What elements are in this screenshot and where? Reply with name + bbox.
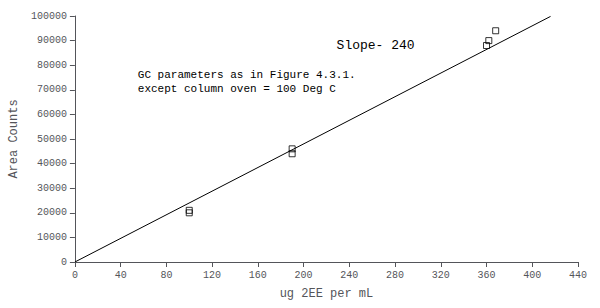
svg-text:0: 0 — [61, 257, 67, 268]
svg-text:40: 40 — [115, 270, 127, 281]
svg-text:Slope- 240: Slope- 240 — [337, 38, 415, 53]
svg-text:GC parameters as in Figure 4.3: GC parameters as in Figure 4.3.1. — [138, 69, 356, 81]
svg-text:280: 280 — [386, 270, 404, 281]
svg-text:360: 360 — [478, 270, 496, 281]
svg-text:400: 400 — [523, 270, 541, 281]
svg-text:70000: 70000 — [37, 84, 67, 95]
svg-text:90000: 90000 — [37, 35, 67, 46]
svg-text:60000: 60000 — [37, 109, 67, 120]
svg-text:80: 80 — [160, 270, 172, 281]
svg-text:440: 440 — [569, 270, 587, 281]
svg-text:20000: 20000 — [37, 207, 67, 218]
svg-text:ug 2EE per mL: ug 2EE per mL — [280, 287, 374, 301]
svg-text:80000: 80000 — [37, 60, 67, 71]
svg-text:40000: 40000 — [37, 158, 67, 169]
svg-text:240: 240 — [340, 270, 358, 281]
svg-text:200: 200 — [295, 270, 313, 281]
svg-text:100000: 100000 — [31, 11, 67, 22]
svg-text:Area Counts: Area Counts — [7, 99, 21, 178]
svg-text:30000: 30000 — [37, 183, 67, 194]
svg-text:160: 160 — [249, 270, 267, 281]
svg-text:120: 120 — [203, 270, 221, 281]
svg-text:0: 0 — [72, 270, 78, 281]
svg-text:50000: 50000 — [37, 134, 67, 145]
svg-text:10000: 10000 — [37, 232, 67, 243]
svg-text:except column oven = 100 Deg C: except column oven = 100 Deg C — [138, 83, 336, 95]
svg-text:320: 320 — [432, 270, 450, 281]
